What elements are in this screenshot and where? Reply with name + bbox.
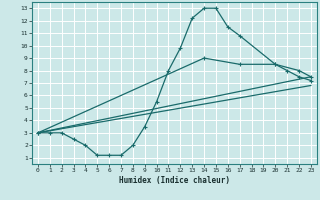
X-axis label: Humidex (Indice chaleur): Humidex (Indice chaleur) — [119, 176, 230, 185]
